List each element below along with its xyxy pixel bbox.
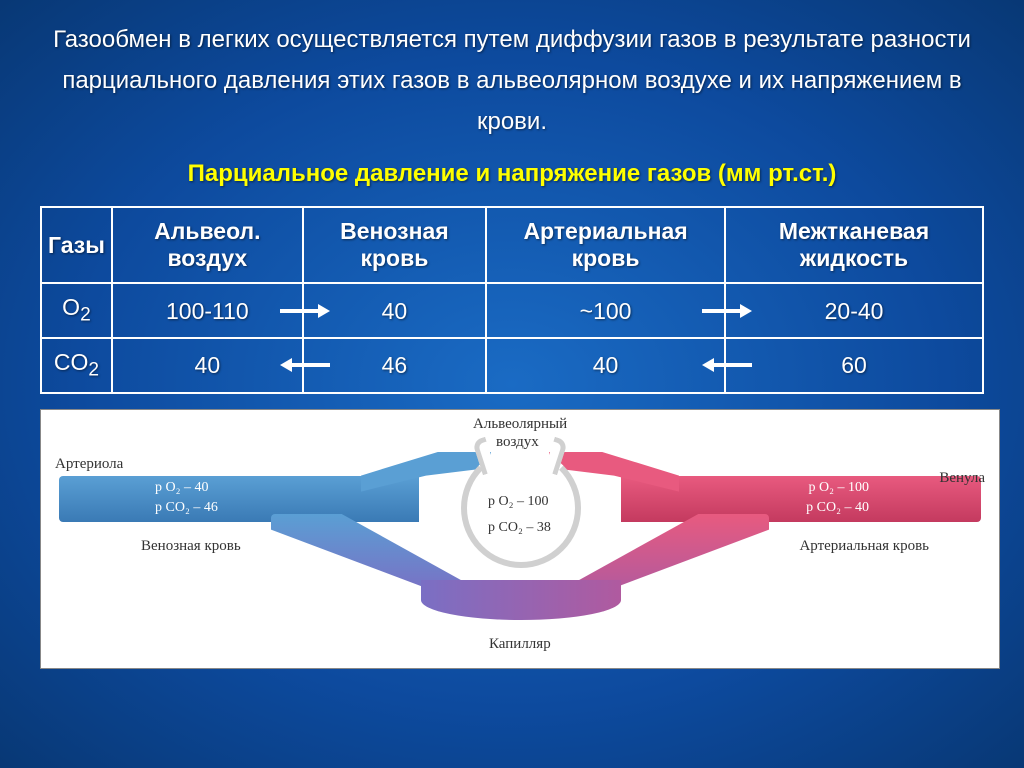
cell: 20-40	[725, 283, 983, 338]
th-alveolar: Альвеол. воздух	[112, 207, 303, 283]
label-venous-blood: Венозная кровь	[141, 538, 241, 555]
table-row: O2 100-110 40 ~100 20-40	[41, 283, 983, 338]
cell: ~100	[486, 283, 725, 338]
th-interstitial: Межтканевая жидкость	[725, 207, 983, 283]
cell: 46	[303, 338, 486, 393]
cell: 60	[725, 338, 983, 393]
cell: 40	[486, 338, 725, 393]
capillary-shape	[421, 580, 621, 620]
gas-exchange-diagram: Артериола Венула p O₂ – 40 p CO₂ – 46 p …	[40, 409, 1000, 669]
label-right-pco2: p CO₂ – 40	[806, 500, 869, 516]
label-alv-po2: p O₂ – 100	[488, 494, 549, 510]
table-row: CO2 40 46 40 60	[41, 338, 983, 393]
th-venous: Венозная кровь	[303, 207, 486, 283]
cell: 100-110	[112, 283, 303, 338]
label-arteriole: Артериола	[55, 456, 123, 473]
subtitle: Парциальное давление и напряжение газов …	[40, 160, 984, 188]
label-alveolar-air2: воздух	[496, 434, 539, 451]
label-venule: Венула	[939, 470, 985, 487]
cell-gas-o2: O2	[41, 283, 112, 338]
label-alveolar-air1: Альвеолярный	[473, 416, 567, 433]
label-left-po2: p O₂ – 40	[155, 480, 209, 496]
label-arterial-blood: Артериальная кровь	[799, 538, 929, 555]
cell: 40	[112, 338, 303, 393]
th-gases: Газы	[41, 207, 112, 283]
gas-table: Газы Альвеол. воздух Венозная кровь Арте…	[40, 206, 984, 393]
intro-text: Газообмен в легких осуществляется путем …	[40, 20, 984, 142]
slide: Газообмен в легких осуществляется путем …	[0, 0, 1024, 679]
label-alv-pco2: p CO₂ – 38	[488, 520, 551, 536]
label-left-pco2: p CO₂ – 46	[155, 500, 218, 516]
cell: 40	[303, 283, 486, 338]
label-right-po2: p O₂ – 100	[809, 480, 870, 496]
table-header-row: Газы Альвеол. воздух Венозная кровь Арте…	[41, 207, 983, 283]
cell-gas-co2: CO2	[41, 338, 112, 393]
label-capillary: Капилляр	[489, 636, 551, 653]
th-arterial: Артериальная кровь	[486, 207, 725, 283]
